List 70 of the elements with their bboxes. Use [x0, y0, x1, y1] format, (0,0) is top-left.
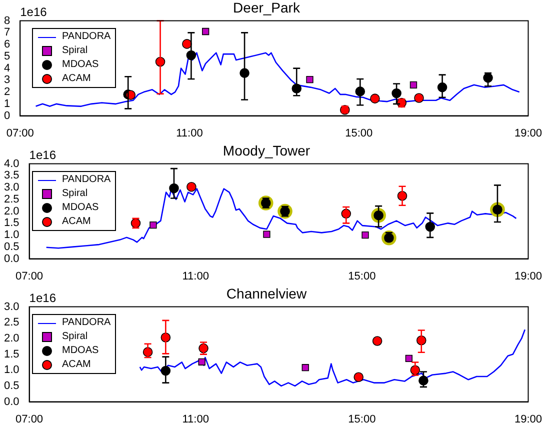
y-tick-label: 2.5 [4, 316, 20, 329]
legend-label: Spiral [62, 330, 88, 344]
point [372, 336, 382, 346]
point [410, 81, 418, 89]
text: 1e16 [29, 291, 56, 306]
text: 1e16 [29, 148, 56, 162]
y-tick-label: 5 [4, 50, 10, 62]
legend-label: PANDORA [62, 30, 111, 44]
legend-label: MDOAS [62, 201, 99, 215]
point [182, 39, 192, 49]
y-tick-label: 4.0 [4, 158, 20, 170]
chart-title: Channelview [226, 285, 308, 302]
y-tick-label: 2.0 [4, 205, 20, 218]
point [302, 364, 309, 372]
legend-label: Spiral [62, 187, 88, 201]
x-tick-label: 19:00 [514, 413, 542, 426]
point [370, 94, 380, 104]
y-tick-label: 4 [4, 62, 10, 74]
y-tick-label: 3.0 [4, 300, 20, 313]
legend-label: ACAM [62, 215, 91, 229]
point [306, 76, 314, 84]
y-tick-label: 0.0 [4, 252, 20, 265]
point [198, 358, 206, 366]
y-tick-label: 7 [4, 26, 10, 39]
x-tick-label: 19:00 [514, 127, 542, 140]
point [362, 231, 369, 239]
point [414, 93, 424, 103]
x-tick-label: 15:00 [345, 127, 373, 140]
y-tick-label: 3.0 [4, 182, 20, 194]
y-tick-label: 6 [4, 38, 10, 51]
y-tick-label: 0 [4, 110, 10, 122]
point [202, 28, 210, 36]
y-tick-label: 0.0 [4, 396, 20, 408]
y-tick-label: 1.0 [4, 229, 20, 242]
x-tick-label: 07:00 [16, 413, 44, 426]
point [405, 354, 412, 362]
point [263, 230, 270, 238]
legend-label: MDOAS [62, 344, 99, 358]
x-tick-label: 07:00 [6, 127, 34, 140]
y-tick-label: 0.5 [4, 240, 20, 253]
chart-title: Deer_Park [233, 0, 301, 16]
y-tick-label: 1.5 [4, 348, 20, 360]
y-tick-label: 1 [4, 98, 10, 110]
legend-label: ACAM [62, 358, 91, 372]
x-tick-label: 11:00 [176, 127, 203, 140]
x-tick-label: 11:00 [182, 270, 209, 282]
y-tick-label: 2.5 [4, 193, 20, 206]
point [150, 221, 157, 229]
legend-label: PANDORA [62, 173, 111, 187]
x-tick-label: 19:00 [514, 270, 542, 282]
y-tick-label: 3 [4, 74, 10, 86]
chart-title: Moody_Tower [222, 142, 310, 158]
text: 1e16 [20, 5, 48, 20]
legend-label: MDOAS [62, 58, 99, 72]
point [354, 372, 364, 382]
legend-label: Spiral [62, 44, 88, 58]
legend-label: PANDORA [62, 316, 111, 330]
y-tick-label: 1.0 [4, 364, 20, 376]
y-tick-label: 3.5 [4, 170, 20, 182]
x-tick-label: 15:00 [348, 413, 376, 426]
y-tick-label: 2 [4, 86, 10, 98]
point [186, 182, 196, 192]
y-tick-label: 2.0 [4, 332, 20, 344]
legend-label: ACAM [62, 72, 91, 86]
x-tick-label: 11:00 [182, 413, 209, 426]
y-tick-label: 1.5 [4, 217, 20, 230]
x-tick-label: 15:00 [348, 270, 376, 282]
y-tick-label: 0.5 [4, 380, 20, 392]
y-tick-label: 8 [4, 14, 10, 27]
x-tick-label: 07:00 [16, 270, 44, 282]
